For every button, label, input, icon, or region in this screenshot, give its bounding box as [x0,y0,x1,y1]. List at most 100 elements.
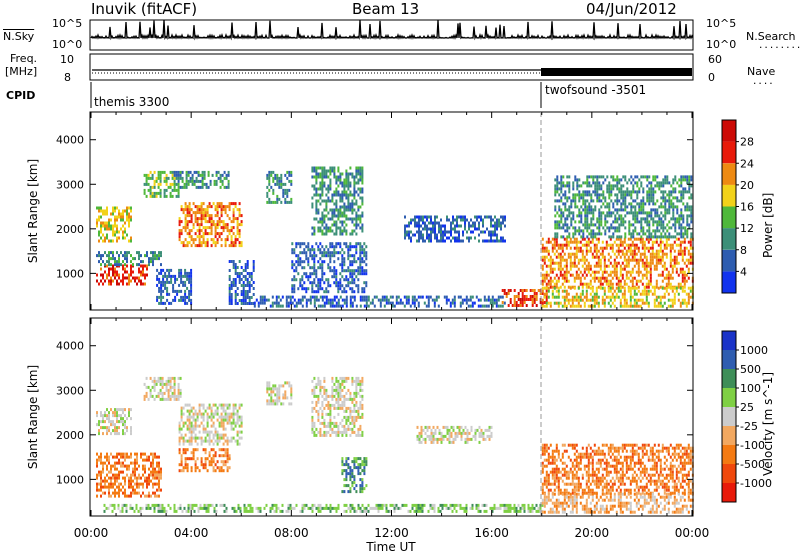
heatmap-cell [98,458,100,462]
heatmap-cell [110,479,112,483]
heatmap-cell [359,248,362,252]
heatmap-cell [617,243,620,247]
heatmap-cell [234,296,237,299]
heatmap-cell [186,232,189,236]
heatmap-cell [339,232,342,236]
heatmap-cell [397,295,400,299]
heatmap-cell [663,243,666,247]
heatmap-cell [573,237,576,241]
heatmap-cell [595,249,598,253]
heatmap-cell [361,166,364,170]
heatmap-cell [581,282,584,286]
heatmap-cell [297,242,300,246]
heatmap-cell [597,285,600,289]
heatmap-cell [178,436,181,440]
heatmap-cell [682,226,685,230]
heatmap-cell [268,173,271,177]
heatmap-cell [556,181,559,185]
heatmap-cell [212,442,215,446]
heatmap-cell [165,188,168,192]
heatmap-cell [232,208,235,212]
heatmap-cell [509,289,512,292]
heatmap-cell [624,202,627,206]
heatmap-cell [142,267,144,271]
heatmap-cell [549,270,552,274]
heatmap-cell [592,181,595,185]
heatmap-region [541,286,694,308]
heatmap-cell [572,181,575,185]
heatmap-cell [688,175,691,179]
heatmap-cell [120,218,122,222]
heatmap-cell [204,229,207,233]
heatmap-cell [615,255,618,259]
heatmap-cell [601,252,604,256]
heatmap-cell [188,235,191,239]
heatmap-cell [607,273,610,277]
heatmap-cell [573,255,576,259]
heatmap-cell [660,211,663,215]
heatmap-cell [357,217,360,221]
heatmap-cell [152,485,154,489]
heatmap-cell [98,432,100,436]
heatmap-cell [163,391,166,395]
heatmap-cell [681,267,684,271]
heatmap-cell [661,295,664,299]
heatmap-cell [630,175,633,179]
heatmap-cell [353,202,356,206]
heatmap-cell [197,179,200,183]
heatmap-cell [195,179,198,183]
heatmap-cell [644,175,647,179]
heatmap-cell [605,295,608,299]
heatmap-cell [560,208,563,212]
heatmap-cell [535,292,538,295]
heatmap-cell [124,270,126,274]
heatmap-cell [210,226,213,230]
heatmap-cell [325,290,328,294]
heatmap-cell [611,243,614,247]
heatmap-cell [436,236,438,240]
heatmap-cell [192,202,195,206]
heatmap-cell [161,385,164,389]
heatmap-cell [365,263,368,267]
heatmap-cell [311,248,314,252]
heatmap-cell [210,217,213,221]
heatmap-cell [214,214,217,218]
heatmap-cell [355,251,358,255]
heatmap-cell [618,187,621,191]
heatmap-cell [491,304,494,308]
heatmap-cell [563,270,566,274]
heatmap-cell [190,286,193,290]
heatmap-cell [620,205,623,209]
heatmap-cell [659,237,662,241]
heatmap-cell [299,257,302,261]
heatmap-cell [594,193,597,197]
heatmap-cell [561,273,564,277]
heatmap-cell [610,184,613,188]
heatmap-cell [650,184,653,188]
heatmap-cell [198,409,201,413]
heatmap-cell [645,282,648,286]
heatmap-cell [136,282,138,286]
heatmap-cell [677,249,680,253]
heatmap-cell [341,193,344,197]
heatmap-cell [136,251,138,255]
heatmap-cell [687,295,690,299]
heatmap-cell [500,236,502,240]
heatmap-cell [604,220,607,224]
heatmap-cell [184,226,187,230]
heatmap-cell [224,439,227,443]
heatmap-cell [196,244,199,248]
heatmap-cell [158,485,160,489]
heatmap-cell [228,205,231,209]
heatmap-cell [477,298,480,302]
heatmap-cell [194,211,197,215]
heatmap-cell [635,292,638,296]
heatmap-cell [365,304,368,308]
heatmap-cell [222,208,225,212]
heatmap-cell [343,242,346,246]
heatmap-cell [669,255,672,259]
heatmap-cell [579,249,582,253]
heatmap-cell [134,458,136,462]
heatmap-cell [149,188,152,192]
heatmap-cell [622,217,625,221]
